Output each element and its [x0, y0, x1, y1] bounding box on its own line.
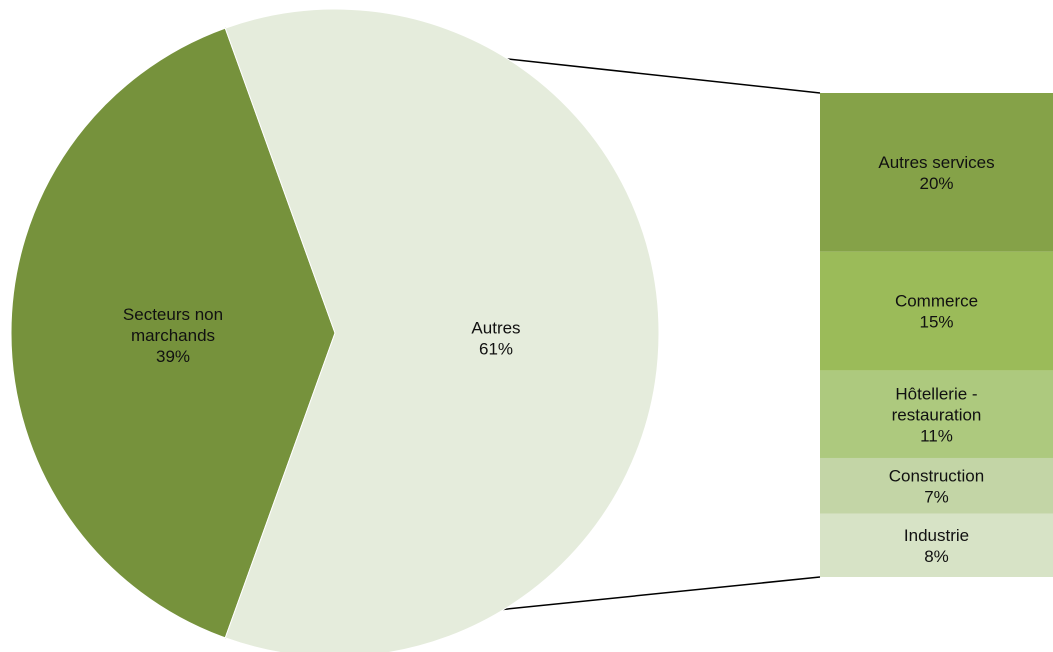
stacked-bar: [820, 93, 1053, 577]
bar-segment-construction: [820, 457, 1053, 514]
data-labels: Secteurs non marchands 39% Autres 61% Autres …: [123, 153, 995, 566]
bar-label-industrie: Industrie 8%: [904, 526, 969, 566]
bar-segment-industrie: [820, 513, 1053, 577]
bar-segment-autres-services: [820, 93, 1053, 252]
pie-label-autres: Autres 61%: [471, 319, 520, 359]
bar-label-construction: Construction 7%: [889, 466, 984, 506]
bar-segment-hotellerie-restauration: [820, 370, 1053, 458]
bar-label-commerce: Commerce 15%: [895, 292, 978, 332]
bar-label-autres-services: Autres services 20%: [878, 153, 994, 193]
pie-slice-secteurs-non-marchands: [10, 27, 336, 639]
pie-slice-autres: [224, 8, 660, 652]
pie: [10, 8, 660, 652]
pie-label-secteurs-non-marchands: Secteurs non marchands 39%: [123, 305, 223, 366]
bar-label-hotellerie-restauration: Hôtellerie -restauration 11%: [892, 384, 982, 445]
bar-segment-commerce: [820, 251, 1053, 371]
